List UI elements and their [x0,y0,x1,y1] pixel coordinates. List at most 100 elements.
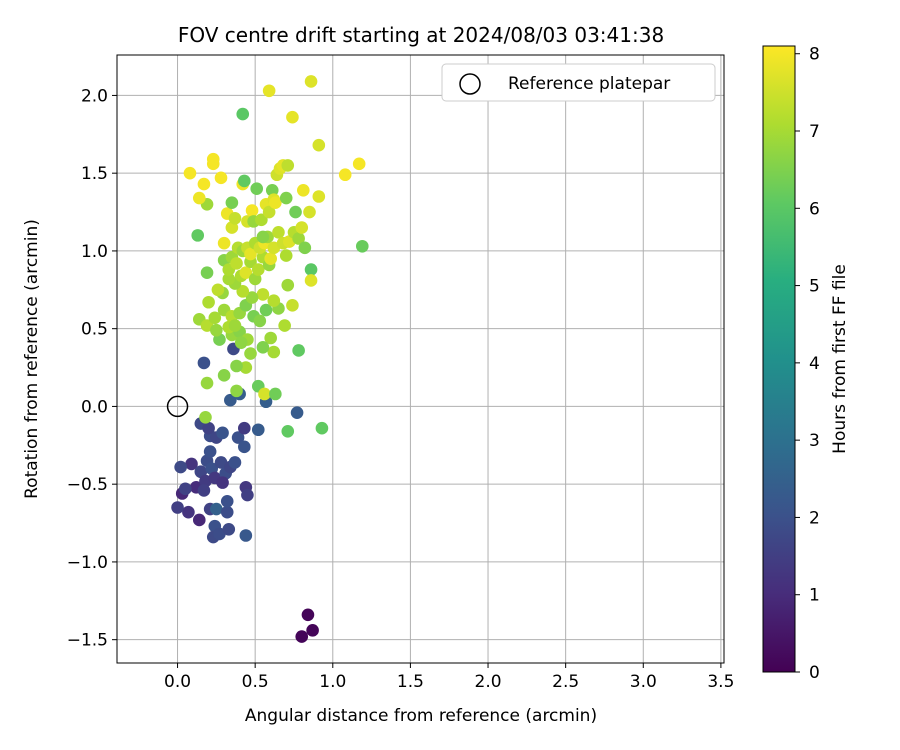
colorbar-gradient [762,45,796,673]
data-point [255,213,268,227]
data-point [217,369,231,382]
data-point [292,232,305,245]
y-tick-label: 1.5 [81,164,108,184]
data-point [202,421,215,435]
data-point [281,159,295,172]
data-point [200,319,214,332]
data-point [236,107,250,121]
legend-box [441,63,716,102]
data-point [286,110,299,124]
data-point [231,431,245,444]
data-point [278,319,291,332]
data-point [210,502,223,516]
data-point [211,283,225,297]
colorbar-tick-label: 5 [809,277,820,297]
data-point [239,266,253,279]
data-point [292,344,305,357]
data-point [312,138,326,152]
data-point [244,347,257,360]
data-point [220,505,234,519]
x-tick-label: 0.5 [242,672,269,692]
data-point [220,494,234,508]
chart-title: FOV centre drift starting at 2024/08/03 … [178,23,664,47]
data-point [269,196,282,210]
y-axis-label: Rotation from reference (arcmin) [22,219,42,499]
data-point [214,171,228,185]
data-point [237,421,251,435]
data-point [267,294,281,307]
data-point [289,205,302,219]
legend: Reference platepar [441,63,716,102]
x-tick-label: 3.5 [707,672,734,692]
colorbar-label: Hours from first FF file [830,264,850,454]
x-tick-label: 2.5 [552,672,579,692]
x-tick-label: 1.0 [319,672,346,692]
x-axis: 0.0 0.5 1.0 1.5 2.0 2.5 3.0 3.5 [164,663,734,692]
y-tick-label: 0.5 [81,320,108,340]
data-point [236,285,250,298]
data-point [279,191,293,205]
data-point [216,476,229,489]
data-point [251,263,265,276]
x-axis-label: Angular distance from reference (arcmin) [245,706,597,726]
data-point [281,278,295,292]
data-point [185,457,198,471]
data-point [213,527,226,541]
data-point [197,177,211,191]
data-point [259,303,273,317]
x-tick-label: 2.0 [475,672,502,692]
data-point [241,488,254,502]
data-point [216,426,229,440]
data-point [264,331,277,345]
data-point [217,236,231,250]
colorbar-tick-label: 7 [809,122,820,142]
data-point [191,229,205,242]
data-point [244,247,257,261]
data-point [228,319,242,332]
data-point [256,230,270,244]
data-point [210,323,223,337]
data-point [200,376,214,390]
data-point [304,263,318,276]
colorbar: 0 1 2 3 4 5 6 7 8 Hours from first FF file [762,45,850,683]
data-point [245,204,259,217]
data-point [352,157,366,171]
data-point [258,387,271,401]
data-point [230,359,243,373]
data-point [200,266,214,279]
y-tick-label: −1.0 [67,553,108,573]
data-point [192,513,206,527]
data-point [222,522,236,536]
data-point [234,336,248,349]
data-point [203,445,217,458]
data-point [239,529,253,542]
data-point [303,205,316,219]
data-point [301,608,315,622]
data-point [202,295,215,309]
data-point [262,84,276,98]
data-point [304,274,318,287]
y-tick-label: 2.0 [81,86,108,106]
data-point [279,249,293,262]
data-point [298,241,312,255]
data-point [355,239,369,253]
data-point [315,421,329,435]
y-tick-label: −1.5 [67,631,108,651]
data-points [166,75,369,643]
data-point [251,423,265,437]
data-point [304,75,318,88]
data-point [267,345,281,359]
data-point [267,241,281,255]
data-point [197,484,211,497]
data-point [338,168,352,182]
colorbar-tick-label: 2 [809,508,820,528]
data-point [192,191,206,205]
data-point [264,252,277,266]
data-point [214,456,228,469]
data-point [174,460,187,474]
data-point [306,624,319,637]
data-point [179,482,192,496]
data-point [237,440,251,454]
data-point [182,505,195,519]
y-tick-label: 0.0 [81,397,108,417]
